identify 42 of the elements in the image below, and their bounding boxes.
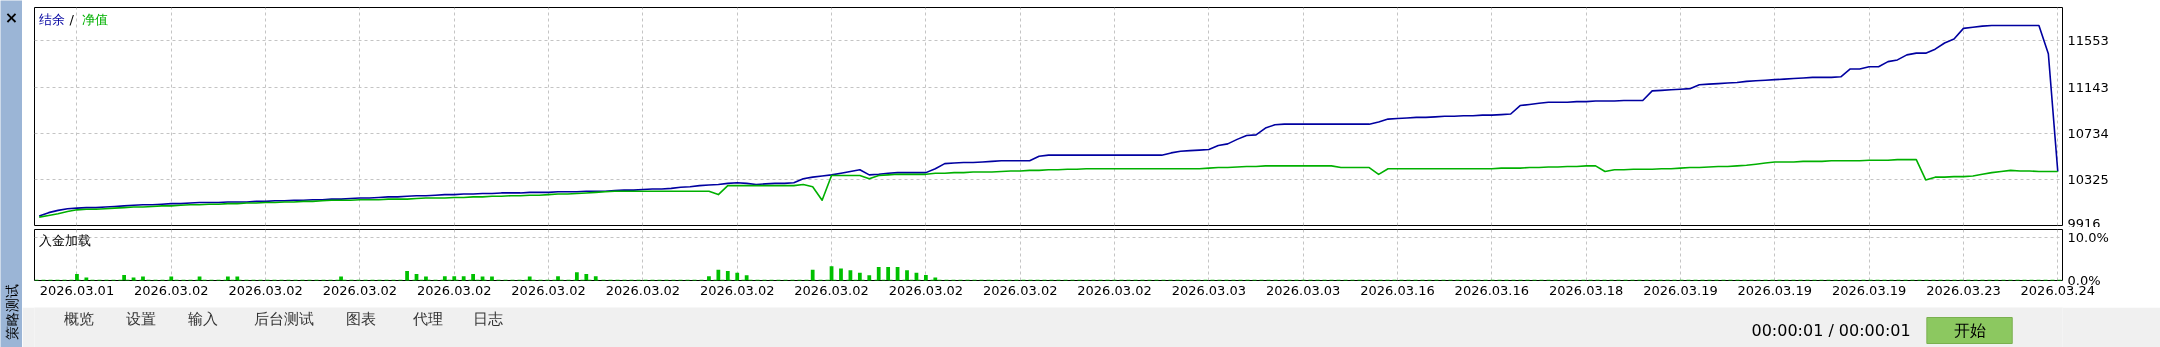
text: 00:00:01 / 00:00:01 bbox=[1751, 321, 1911, 340]
y-tick-label: 11143 bbox=[2067, 79, 2109, 95]
x-tick-label: 2026.03.02 bbox=[511, 282, 586, 298]
x-tick-label: 2026.03.01 bbox=[39, 282, 115, 298]
x-tick-label: 2026.03.16 bbox=[1454, 282, 1530, 298]
text: 日志 bbox=[472, 309, 503, 328]
text: 概览 bbox=[64, 309, 95, 328]
text: 开始 bbox=[1953, 321, 1986, 340]
text: 代理 bbox=[412, 309, 444, 328]
x-tick-label: 2026.03.18 bbox=[1548, 282, 1624, 298]
y-tick-label: 9916 bbox=[2067, 215, 2101, 231]
x-tick-label: 2026.03.02 bbox=[322, 282, 398, 298]
y-tick-label: 10734 bbox=[2067, 125, 2109, 141]
text: 策略测试 bbox=[3, 283, 20, 340]
x-tick-label: 2026.03.19 bbox=[1643, 282, 1718, 298]
x-tick-label: 2026.03.03 bbox=[1171, 282, 1247, 298]
x-tick-label: 2026.03.19 bbox=[1737, 282, 1813, 298]
annotation: / bbox=[69, 11, 75, 27]
y-tick-label: 10325 bbox=[2067, 171, 2109, 187]
x-tick-label: 2026.03.02 bbox=[417, 282, 492, 298]
text: 输入 bbox=[188, 309, 219, 328]
y-tick-label: 11553 bbox=[2067, 33, 2109, 49]
x-tick-label: 2026.03.19 bbox=[1831, 282, 1907, 298]
x-tick-label: 2026.03.02 bbox=[982, 282, 1058, 298]
text: 后台测试 bbox=[253, 309, 314, 328]
chart-title: 入金加载 bbox=[38, 232, 91, 248]
x-tick-label: 2026.03.02 bbox=[134, 282, 209, 298]
x-tick-label: 2026.03.02 bbox=[605, 282, 681, 298]
x-tick-label: 2026.03.02 bbox=[888, 282, 964, 298]
text: 设置 bbox=[125, 309, 156, 328]
text: 净值 bbox=[81, 11, 108, 27]
x-tick-label: 2026.03.23 bbox=[1926, 282, 2001, 298]
text: 结余 bbox=[38, 11, 65, 27]
text: × bbox=[4, 7, 19, 27]
y-tick-label: 10.0% bbox=[2067, 229, 2109, 245]
text: 图表 bbox=[345, 309, 376, 328]
x-tick-label: 2026.03.02 bbox=[794, 282, 869, 298]
x-tick-label: 2026.03.02 bbox=[700, 282, 775, 298]
x-tick-label: 2026.03.03 bbox=[1265, 282, 1341, 298]
x-tick-label: 2026.03.16 bbox=[1360, 282, 1435, 298]
x-tick-label: 2026.03.02 bbox=[228, 282, 303, 298]
x-tick-label: 2026.03.02 bbox=[1077, 282, 1152, 298]
